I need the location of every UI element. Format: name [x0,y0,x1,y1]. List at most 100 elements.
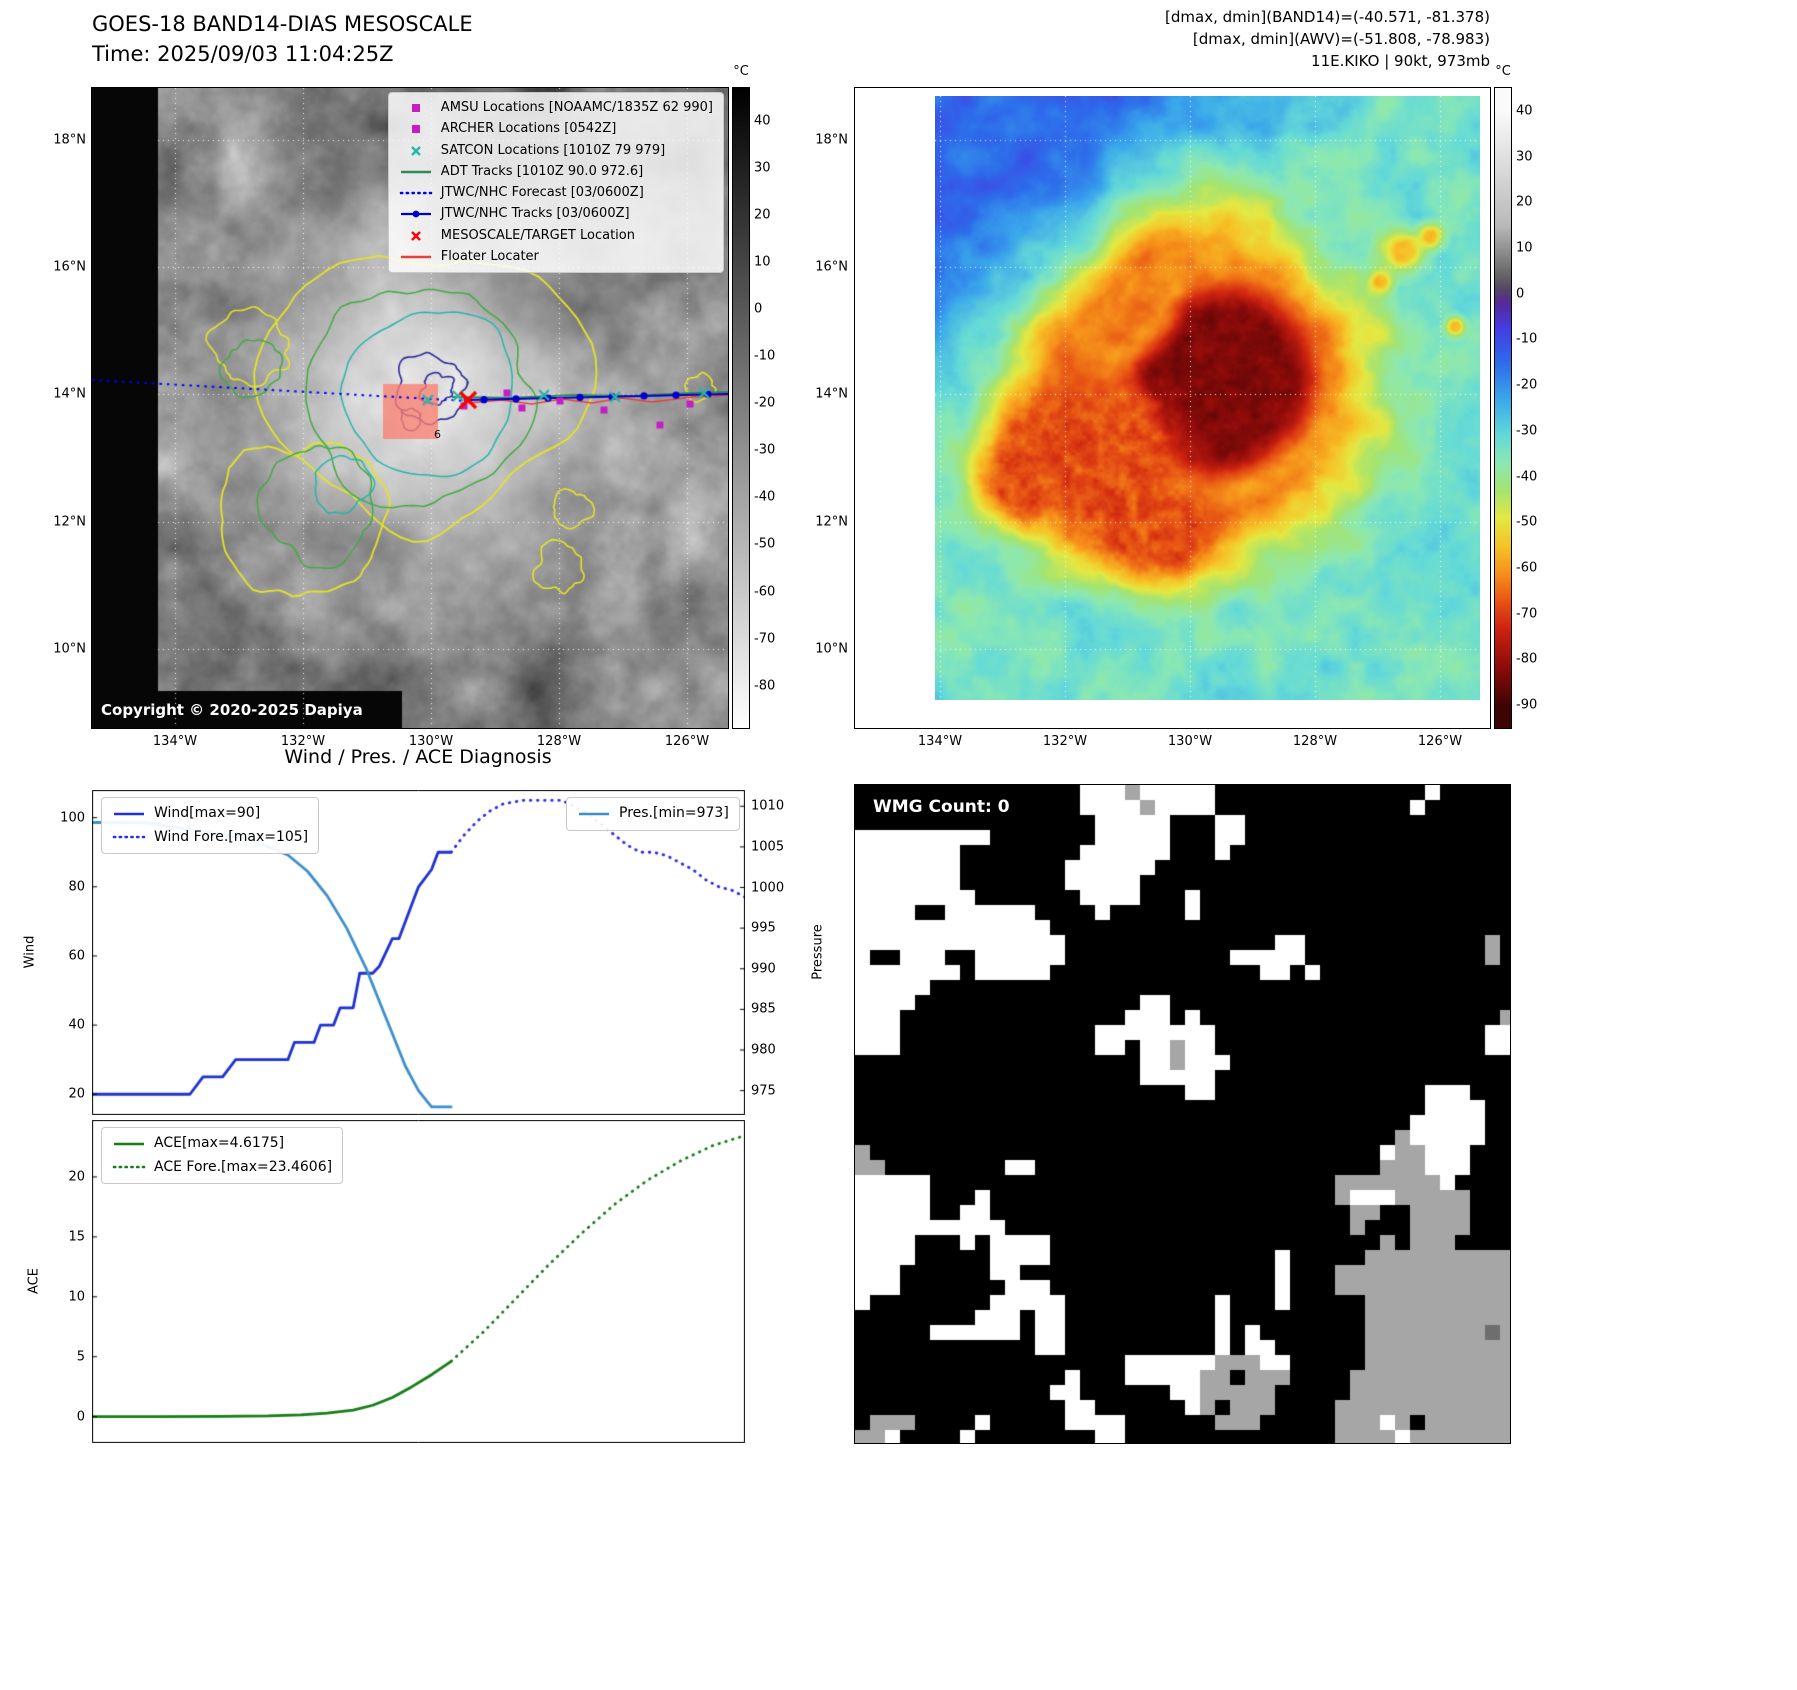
legend-label: Pres.[min=973] [619,805,729,821]
tick-label: 40 [754,113,771,129]
tick-label: 126°W [664,734,710,749]
tick-label: 80 [68,879,85,895]
tick-label: 30 [1516,149,1533,165]
colorbar-tl [732,87,750,729]
tick-label: -10 [1516,331,1538,347]
storm-id-intensity: 11E.KIKO | 90kt, 973mb [1311,52,1490,70]
legend-label: ACE[max=4.6175] [154,1135,285,1151]
tick-label: -20 [1516,377,1538,393]
colorbar-tr-canvas [1495,88,1511,728]
dotted-line-icon [112,835,146,839]
line-icon [400,170,431,174]
tick-label: -30 [754,442,776,458]
contour-value-label: 6 [434,428,441,441]
tick-label: -60 [1516,560,1538,576]
tick-label: 990 [751,961,776,977]
tick-label: 975 [751,1083,776,1099]
goes-title: GOES-18 BAND14-DIAS MESOSCALE [92,12,473,36]
pressure-legend: Pres.[min=973] [566,797,740,831]
tick-label: 1010 [751,798,785,814]
legend-item: Wind Fore.[max=105] [112,829,308,847]
line-icon [400,255,431,259]
tick-label: 1005 [751,839,785,855]
tick-label: -60 [754,584,776,600]
tick-label: 100 [60,810,85,826]
dotted-line-icon [399,191,433,195]
tick-label: 10°N [53,641,86,657]
legend-label: Floater Locater [440,248,539,264]
tick-label: -40 [754,489,776,505]
tick-label: 16°N [53,259,86,275]
tick-label: 15 [68,1229,85,1245]
tick-label: -80 [1516,651,1538,667]
legend-label: SATCON Locations [1010Z 79 979] [440,142,666,158]
legend-item: ACE Fore.[max=23.4606] [112,1159,332,1177]
tick-label: 12°N [815,514,848,530]
tick-label: 16°N [815,259,848,275]
legend-item: SATCON Locations [1010Z 79 979] [399,143,713,159]
legend-label: AMSU Locations [NOAAMC/1835Z 62 990] [440,100,713,115]
goes18-ir-map: AMSU Locations [NOAAMC/1835Z 62 990] ARCH… [91,87,729,729]
tick-label: 995 [751,920,776,936]
colorbar-tr [1494,87,1512,729]
tick-label: 20 [68,1169,85,1185]
tick-label: 130°W [408,734,454,749]
tick-label: 132°W [280,734,326,749]
tick-label: 14°N [815,386,848,402]
tick-label: 0 [1516,286,1525,302]
wmg-mask-panel: WMG Count: 0 [854,784,1511,1444]
map-legend: AMSU Locations [NOAAMC/1835Z 62 990] ARCH… [387,92,724,273]
tick-label: -70 [1516,606,1538,622]
tick-label: 126°W [1417,734,1463,749]
pressure-axis-label: Pressure [810,924,826,980]
tick-label: 1000 [751,880,785,895]
tick-label: 10°N [815,641,848,657]
tick-label: 14°N [53,386,86,402]
legend-label: JTWC/NHC Forecast [03/0600Z] [440,185,644,200]
dotted-line-icon [112,1165,146,1169]
legend-item: Floater Locater [399,249,713,265]
tick-label: 30 [754,160,771,176]
colorbar-tl-canvas [733,88,749,728]
legend-label: Wind Fore.[max=105] [154,828,309,845]
line-icon [114,1142,144,1146]
tick-label: 60 [68,948,85,964]
wmg-mask-canvas [855,785,1510,1443]
colorbar-tl-unit: °C [733,64,749,79]
tick-label: 20 [754,207,771,223]
tick-label: 40 [68,1017,85,1033]
tick-label: 10 [754,254,771,270]
legend-item: ACE[max=4.6175] [112,1135,332,1153]
x-marker-icon [410,230,421,241]
line-with-dot-icon [400,210,431,218]
legend-label: ADT Tracks [1010Z 90.0 972.6] [440,163,644,179]
tick-label: 5 [76,1349,85,1365]
tick-label: 985 [751,1001,776,1017]
tick-label: 18°N [815,132,848,148]
square-marker-icon [411,104,420,113]
diagnosis-chart-title: Wind / Pres. / ACE Diagnosis [284,746,552,768]
wind-axis-label: Wind [22,935,38,969]
tick-label: 0 [76,1409,85,1425]
tick-label: 134°W [152,734,198,749]
legend-item: MESOSCALE/TARGET Location [399,228,713,244]
tick-label: 40 [1516,103,1533,119]
legend-label: Wind[max=90] [154,805,261,821]
line-icon [114,812,144,816]
square-marker-icon [411,125,420,134]
dmax-dmin-awv: [dmax, dmin](AWV)=(-51.808, -78.983) [1192,30,1490,48]
tick-label: -50 [1516,514,1538,530]
legend-item: JTWC/NHC Tracks [03/0600Z] [399,206,713,222]
tick-label: 20 [68,1086,85,1102]
tick-label: 128°W [1292,734,1338,749]
tick-label: 20 [1516,194,1533,210]
tick-label: -20 [754,395,776,411]
tick-label: 0 [754,301,763,317]
colorbar-tr-unit: °C [1495,64,1511,79]
color-ir-canvas [935,96,1480,700]
ace-axis-label: ACE [26,1268,42,1294]
legend-label: ACE Fore.[max=23.4606] [154,1158,333,1175]
tick-label: -10 [754,348,776,364]
x-marker-icon [410,145,421,156]
dmax-dmin-band14: [dmax, dmin](BAND14)=(-40.571, -81.378) [1165,8,1490,26]
